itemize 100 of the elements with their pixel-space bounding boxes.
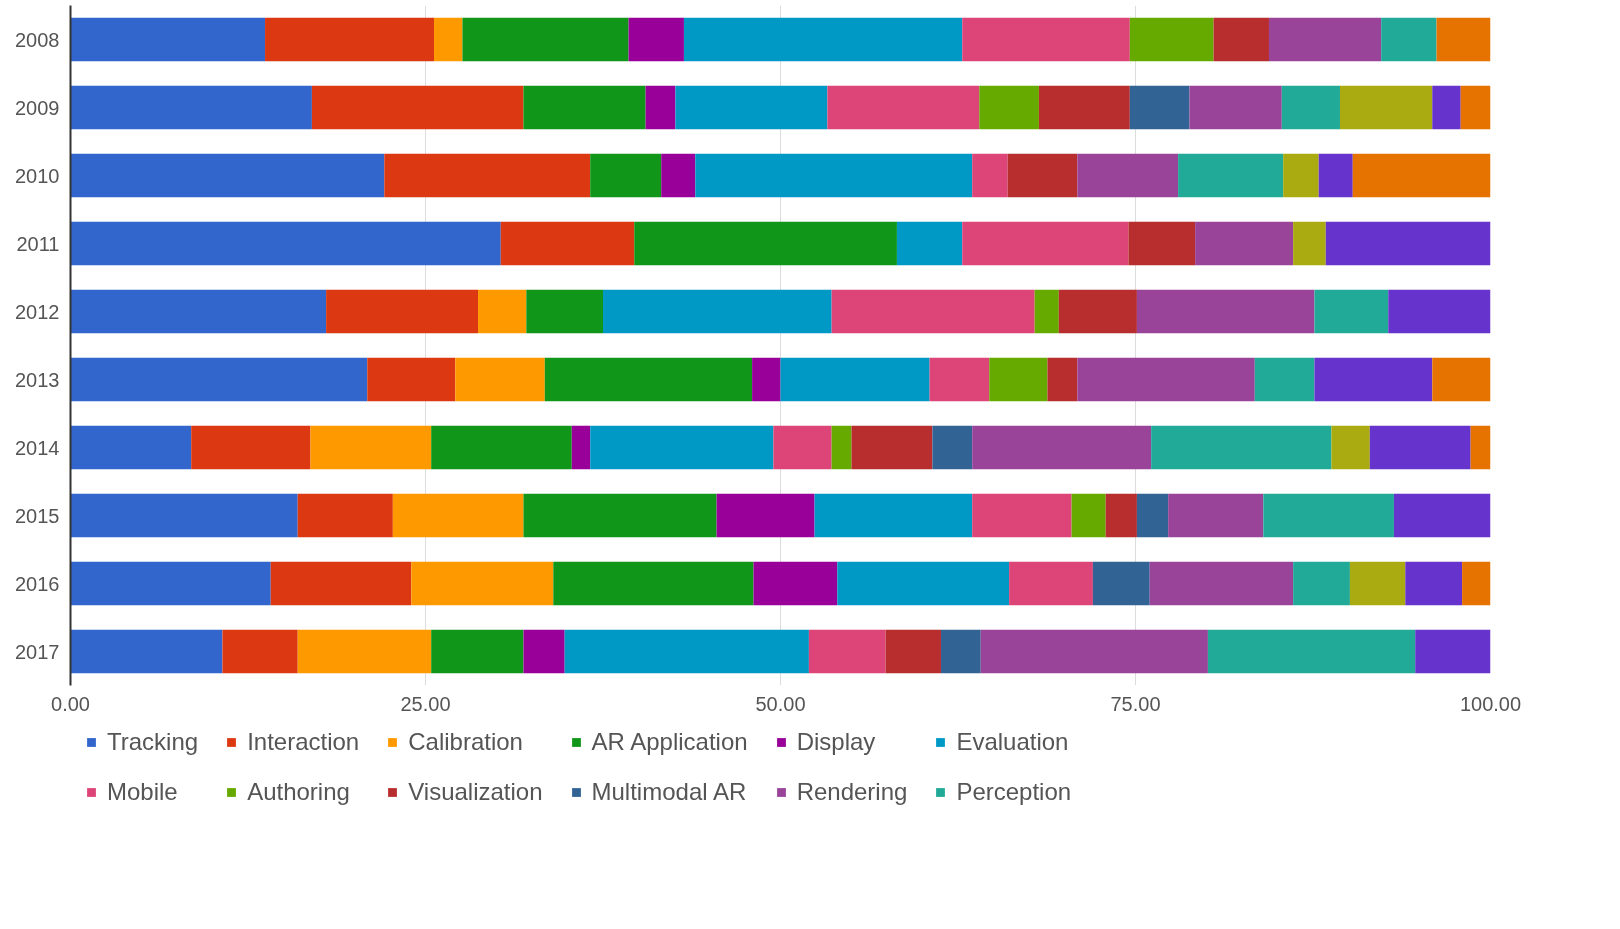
bar <box>1149 561 1294 606</box>
bar <box>661 153 696 198</box>
bar <box>827 85 980 130</box>
bar <box>885 629 941 674</box>
bar <box>462 17 629 62</box>
bar <box>70 17 266 62</box>
bar <box>1105 493 1137 538</box>
bar <box>634 221 897 266</box>
bar <box>716 493 815 538</box>
bar <box>896 221 963 266</box>
bar <box>70 493 298 538</box>
bar <box>326 289 479 334</box>
legend-label: AR Application <box>591 728 748 756</box>
y-tick-label: 2012 <box>15 300 60 323</box>
bar <box>523 85 646 130</box>
bar <box>1393 493 1491 538</box>
bar <box>645 85 676 130</box>
bar <box>70 289 327 334</box>
bar <box>929 357 990 402</box>
bar <box>311 85 524 130</box>
bar <box>1129 85 1190 130</box>
bar <box>1195 221 1294 266</box>
bar <box>270 561 412 606</box>
bar <box>590 425 774 470</box>
bar <box>1432 85 1461 130</box>
bar <box>1168 493 1264 538</box>
bar <box>831 289 1035 334</box>
bar <box>1129 17 1214 62</box>
bar <box>431 425 572 470</box>
legend-label: Mobile <box>107 778 178 806</box>
bar <box>1058 289 1137 334</box>
y-tick-label: 2015 <box>15 504 60 527</box>
bar <box>773 425 832 470</box>
bar <box>1007 153 1078 198</box>
bar <box>392 493 524 538</box>
bar <box>1293 561 1350 606</box>
legend-label: Perception <box>956 778 1072 806</box>
bar <box>1462 561 1491 606</box>
bar <box>932 425 973 470</box>
x-tick-label: 0.00 <box>51 692 90 715</box>
bar <box>1388 289 1491 334</box>
bar <box>478 289 527 334</box>
bar <box>1460 85 1491 130</box>
legend-label: Multimodal AR <box>591 778 747 806</box>
bar <box>1213 17 1269 62</box>
bar <box>1325 221 1491 266</box>
bar <box>1369 425 1471 470</box>
bar <box>1136 289 1315 334</box>
legend-label: Visualization <box>408 778 543 806</box>
bar <box>431 629 524 674</box>
bar <box>70 221 501 266</box>
bar <box>523 493 717 538</box>
bar <box>500 221 635 266</box>
bar <box>222 629 298 674</box>
legend-label: Rendering <box>796 778 908 806</box>
x-tick-label: 50.00 <box>755 692 806 715</box>
bar <box>1331 425 1370 470</box>
y-tick-label: 2009 <box>15 96 60 119</box>
bar <box>1254 357 1315 402</box>
bar <box>695 153 973 198</box>
bar <box>1034 289 1059 334</box>
legend-label: Tracking <box>107 728 199 756</box>
bar <box>972 493 1072 538</box>
legend-label: Calibration <box>408 728 523 756</box>
bar <box>1470 425 1491 470</box>
bar <box>1314 357 1433 402</box>
bar <box>851 425 933 470</box>
bar <box>265 17 435 62</box>
bar <box>297 493 393 538</box>
bar <box>70 629 223 674</box>
bar <box>1293 221 1326 266</box>
bar <box>1092 561 1150 606</box>
legend-label: Evaluation <box>956 728 1069 756</box>
bar <box>70 561 271 606</box>
bar <box>455 357 545 402</box>
bar <box>523 629 565 674</box>
y-tick-label: 2013 <box>15 368 60 391</box>
y-tick-label: 2014 <box>15 436 60 459</box>
bar <box>191 425 311 470</box>
bar <box>1405 561 1463 606</box>
y-tick-label: 2016 <box>15 572 60 595</box>
bar <box>1339 85 1433 130</box>
x-tick-label: 100.00 <box>1459 692 1522 715</box>
bar <box>1189 85 1282 130</box>
bar <box>70 425 192 470</box>
bar <box>1071 493 1106 538</box>
y-tick-label: 2017 <box>15 640 60 663</box>
bar <box>1077 357 1255 402</box>
x-tick-label: 75.00 <box>1110 692 1161 715</box>
y-tick-label: 2010 <box>15 164 60 187</box>
bar <box>808 629 886 674</box>
bar <box>1281 85 1340 130</box>
bar <box>1038 85 1130 130</box>
bar <box>1318 153 1353 198</box>
bar <box>683 17 963 62</box>
bar <box>1178 153 1284 198</box>
bar <box>1077 153 1179 198</box>
bar <box>814 493 973 538</box>
bar <box>979 85 1039 130</box>
bar <box>1432 357 1491 402</box>
